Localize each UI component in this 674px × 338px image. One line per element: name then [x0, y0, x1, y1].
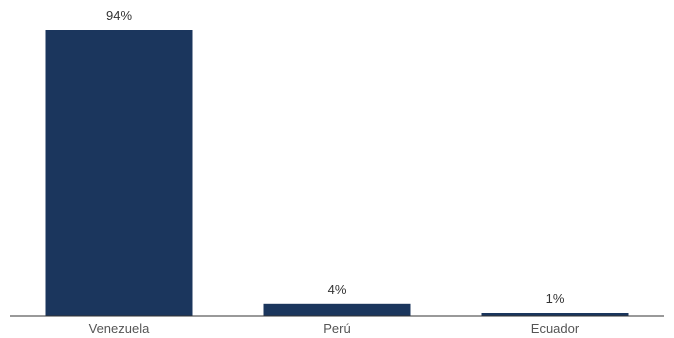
data-label-0: 94% — [106, 8, 132, 23]
value-labels-group: 94% 4% 1% — [106, 8, 565, 306]
x-tick-label-2: Ecuador — [531, 321, 580, 336]
x-tick-label-0: Venezuela — [89, 321, 150, 336]
data-label-1: 4% — [328, 282, 347, 297]
x-tick-labels-group: Venezuela Perú Ecuador — [89, 321, 580, 336]
bar-1 — [263, 303, 411, 316]
bar-2 — [481, 313, 629, 316]
bar-0 — [45, 30, 193, 316]
x-tick-label-1: Perú — [323, 321, 350, 336]
data-label-2: 1% — [546, 291, 565, 306]
bars-group — [45, 30, 629, 316]
